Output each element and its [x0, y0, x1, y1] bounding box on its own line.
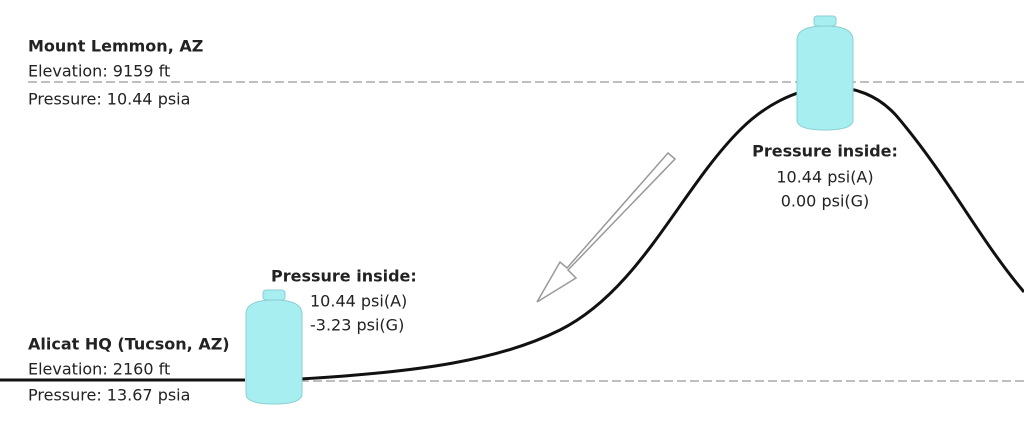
container [796, 15, 854, 131]
container-absolute: 10.44 psi(A) [776, 168, 873, 187]
container-heading: Pressure inside: [271, 267, 417, 286]
location-name: Mount Lemmon, AZ [28, 37, 203, 56]
container-absolute: 10.44 psi(A) [310, 292, 407, 311]
location-elevation: Elevation: 9159 ft [28, 62, 170, 81]
container-gauge: -3.23 psi(G) [310, 316, 404, 335]
container-heading: Pressure inside: [752, 142, 898, 161]
location-pressure: Pressure: 13.67 psia [28, 386, 190, 405]
location-elevation: Elevation: 2160 ft [28, 360, 170, 379]
location-pressure: Pressure: 10.44 psia [28, 90, 190, 109]
arrow [536, 151, 677, 303]
location-name: Alicat HQ (Tucson, AZ) [28, 335, 230, 354]
mountain-curve [0, 85, 1024, 382]
container-gauge: 0.00 psi(G) [781, 192, 870, 211]
container [245, 289, 303, 405]
